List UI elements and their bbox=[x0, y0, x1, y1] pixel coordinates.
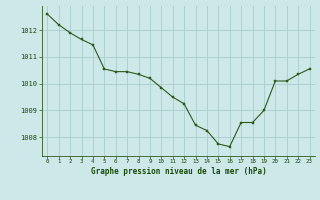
X-axis label: Graphe pression niveau de la mer (hPa): Graphe pression niveau de la mer (hPa) bbox=[91, 167, 266, 176]
